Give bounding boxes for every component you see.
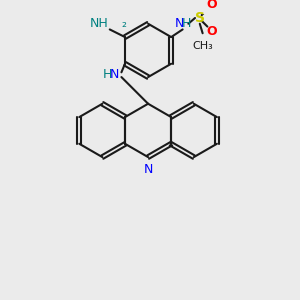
Text: N: N <box>143 163 153 176</box>
Text: H: H <box>182 17 191 30</box>
Text: S: S <box>195 11 205 25</box>
Text: O: O <box>206 0 217 11</box>
Text: CH₃: CH₃ <box>192 41 213 51</box>
Text: N: N <box>175 17 184 30</box>
Text: N: N <box>110 68 119 81</box>
Text: ₂: ₂ <box>121 17 126 30</box>
Text: NH: NH <box>90 17 109 30</box>
Text: O: O <box>206 25 217 38</box>
Text: H: H <box>103 68 112 81</box>
